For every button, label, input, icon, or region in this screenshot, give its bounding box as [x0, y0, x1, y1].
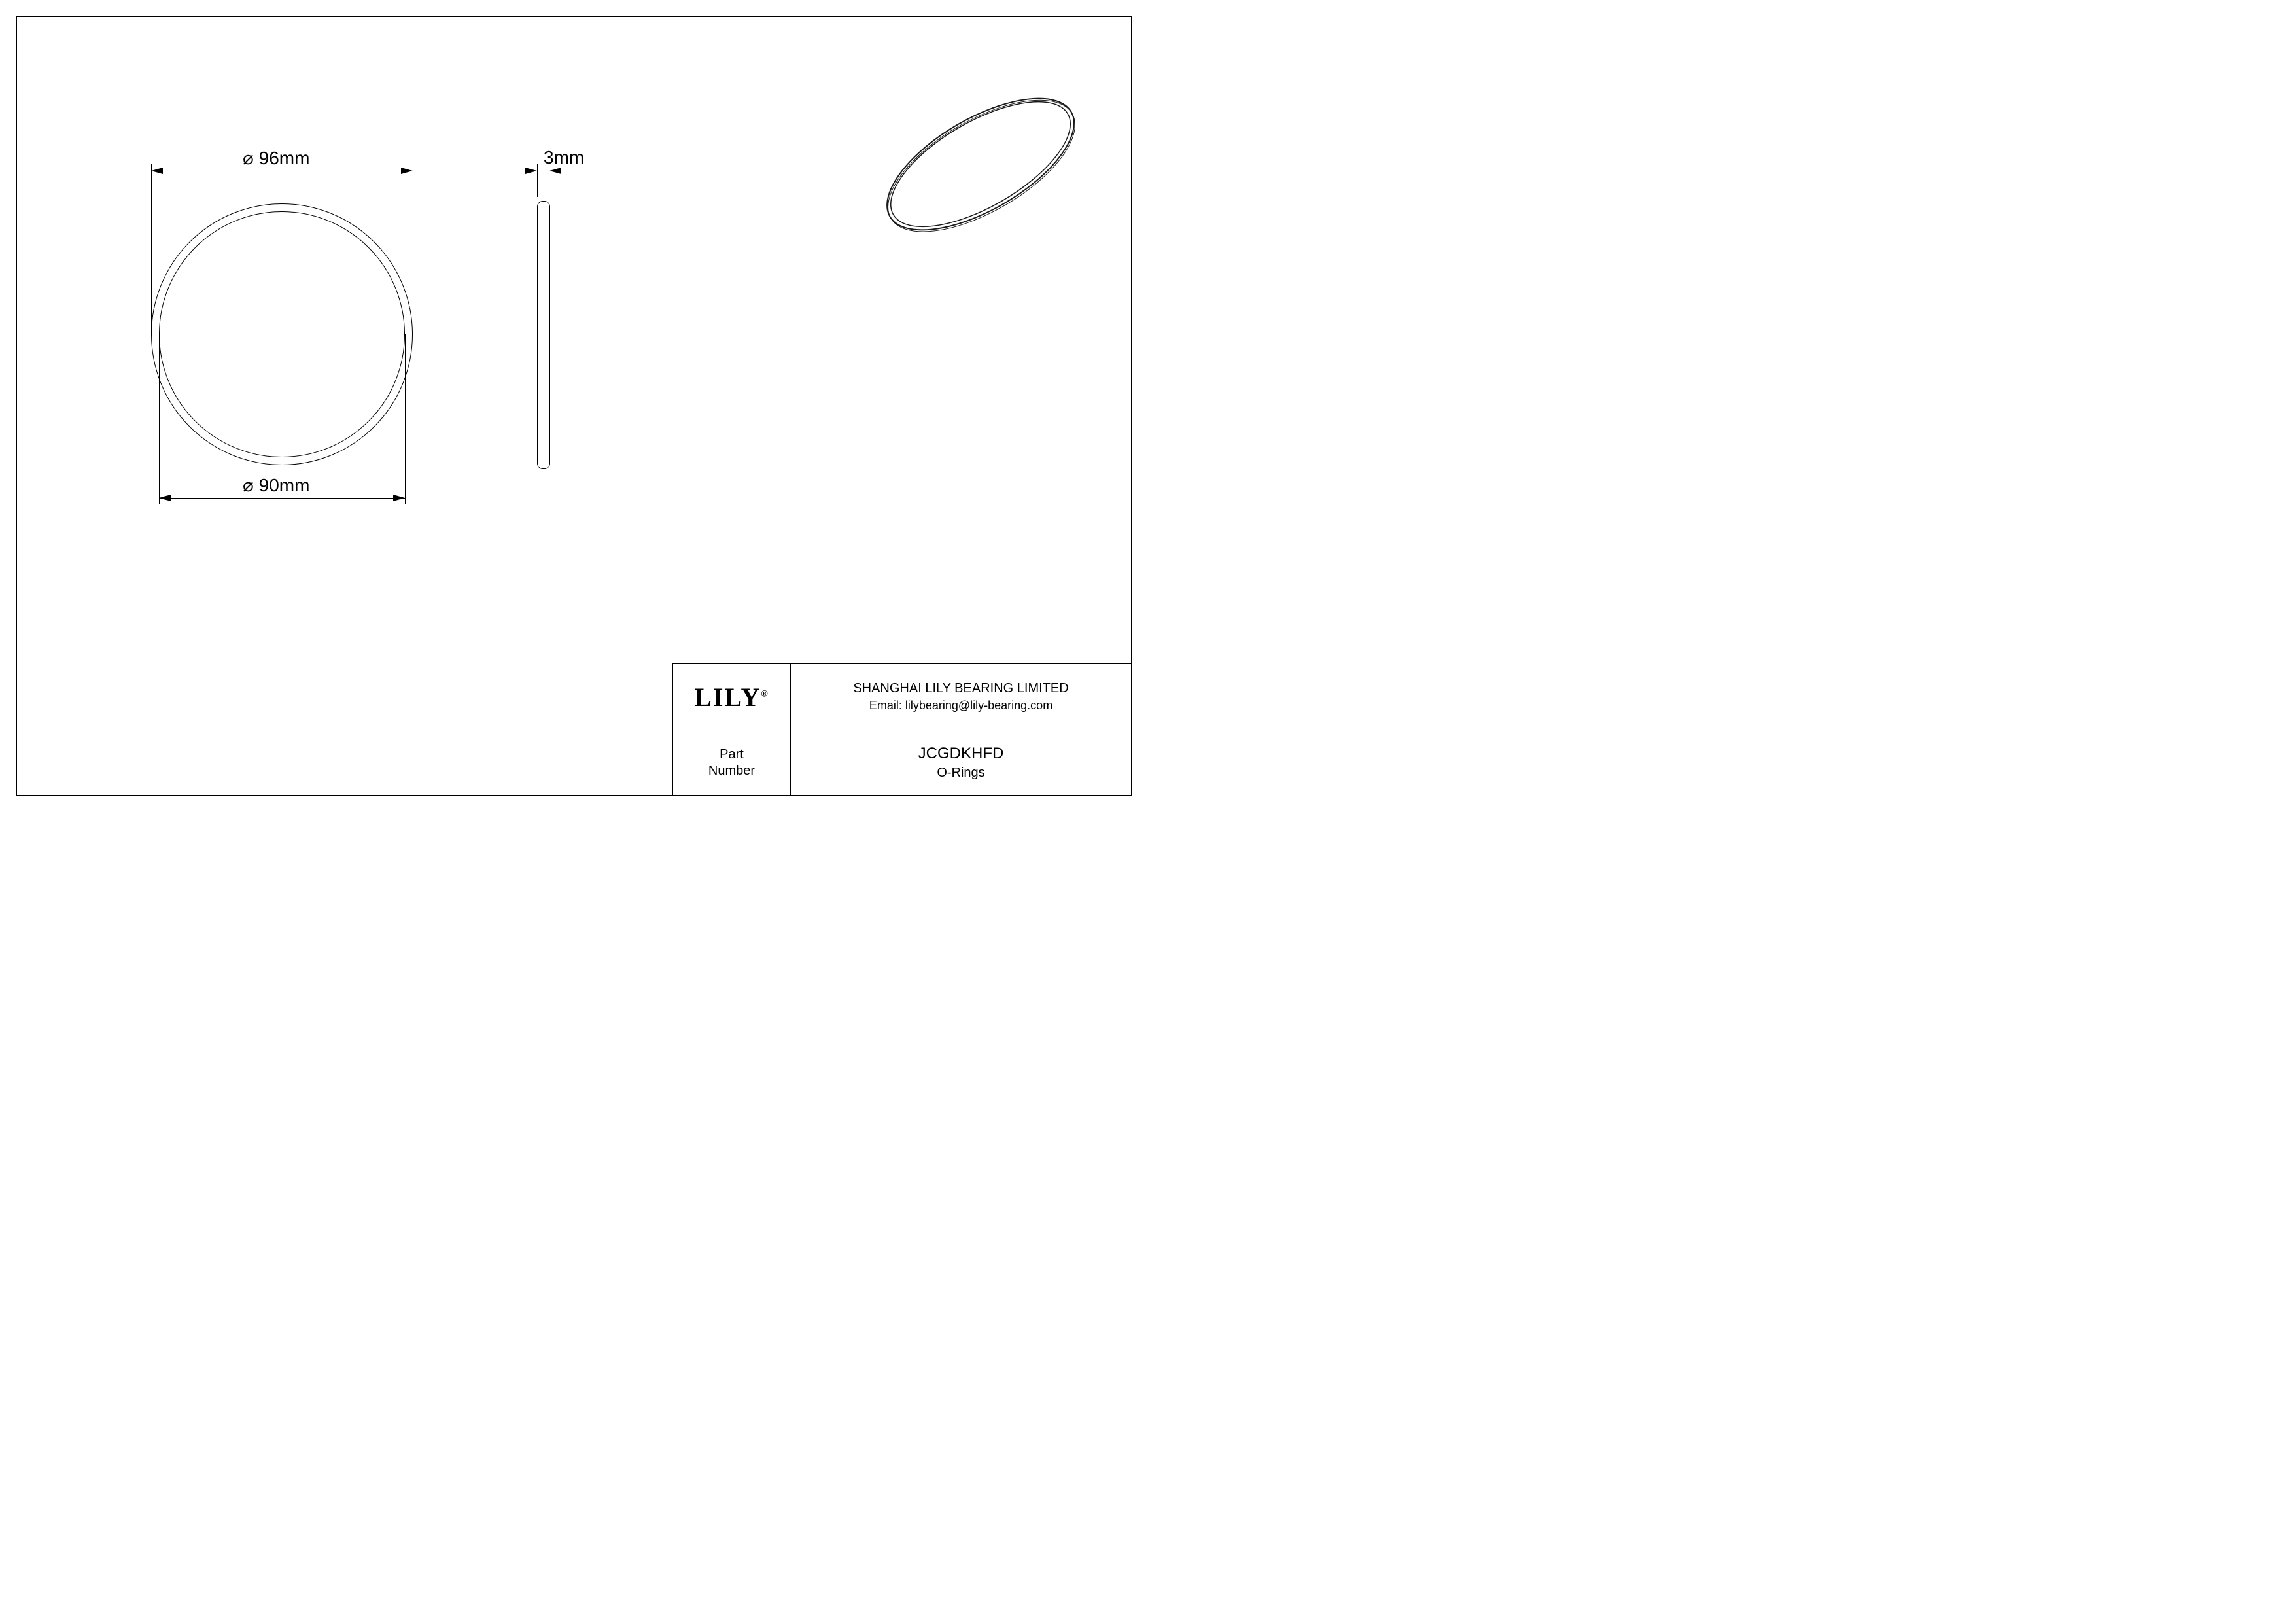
drawing-sheet: ⌀ 96mm ⌀ 90mm 3mm [0, 0, 1148, 812]
title-block-row-part: Part Number JCGDKHFD O-Rings [673, 730, 1131, 795]
title-block-part-label-cell: Part Number [673, 730, 791, 795]
frame-inner: ⌀ 96mm ⌀ 90mm 3mm [16, 16, 1132, 796]
dim-cs-text: 3mm [544, 147, 584, 168]
logo-text-value: LILY [694, 682, 761, 712]
dim-id-line [159, 498, 405, 499]
dim-od-text: ⌀ 96mm [243, 147, 309, 169]
dim-cs-ext-left [537, 164, 538, 197]
title-block-part-value-cell: JCGDKHFD O-Rings [791, 730, 1131, 795]
dim-id-arrow-right [393, 495, 405, 501]
dim-od-arrow-left [151, 168, 163, 174]
dim-id-ext-left [159, 334, 160, 504]
dim-cs-arrow-right [549, 168, 561, 174]
front-view [151, 203, 413, 465]
logo-trademark: ® [761, 689, 769, 699]
dim-cs-arrow-left [525, 168, 537, 174]
isometric-svg [873, 56, 1088, 272]
title-block-company-cell: SHANGHAI LILY BEARING LIMITED Email: lil… [791, 664, 1131, 730]
logo-text: LILY® [694, 682, 769, 713]
dim-od-ext-left [151, 164, 152, 334]
title-block-logo-cell: LILY® [673, 664, 791, 730]
title-block-row-company: LILY® SHANGHAI LILY BEARING LIMITED Emai… [673, 664, 1131, 730]
inner-circle [159, 211, 405, 457]
title-block: LILY® SHANGHAI LILY BEARING LIMITED Emai… [672, 663, 1131, 795]
part-number-label: Part Number [708, 747, 755, 779]
company-email: Email: lilybearing@lily-bearing.com [869, 699, 1052, 713]
dim-id-ext-right [405, 334, 406, 504]
dim-id-arrow-left [159, 495, 171, 501]
part-number: JCGDKHFD [918, 745, 1004, 763]
side-profile [537, 201, 550, 469]
part-description: O-Rings [937, 766, 984, 781]
dim-od-arrow-right [401, 168, 413, 174]
isometric-view [873, 56, 1088, 272]
company-name: SHANGHAI LILY BEARING LIMITED [853, 681, 1068, 696]
dim-id-text: ⌀ 90mm [243, 474, 309, 496]
